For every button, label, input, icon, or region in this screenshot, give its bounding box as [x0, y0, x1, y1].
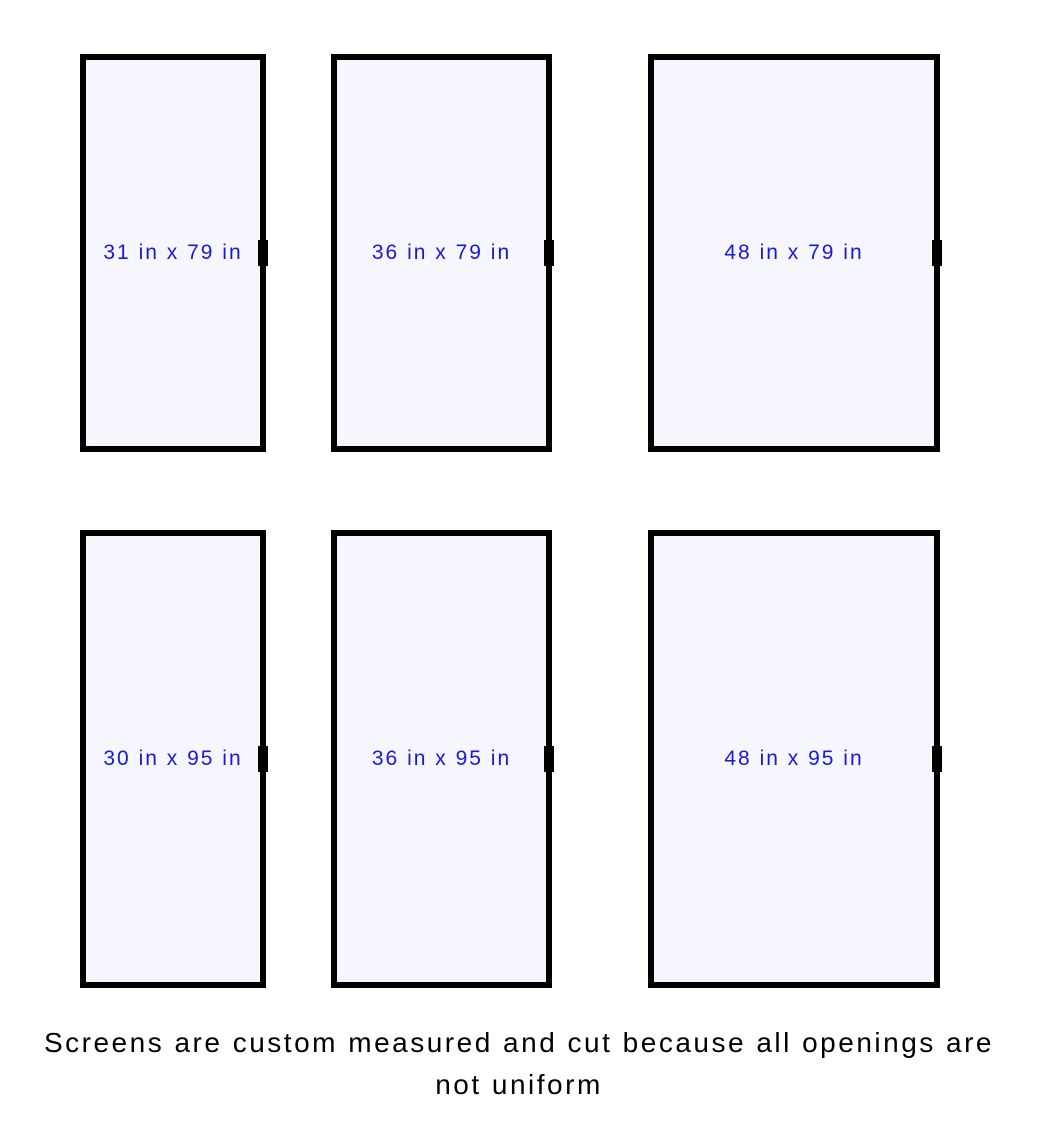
door-panel: 30 in x 95 in: [80, 530, 266, 988]
door-dimension-label: 36 in x 95 in: [372, 747, 511, 771]
door-handle-icon: [932, 240, 942, 266]
door-panel: 36 in x 79 in: [331, 54, 552, 452]
door-handle-icon: [544, 746, 554, 772]
caption-text: Screens are custom measured and cut beca…: [0, 1022, 1038, 1106]
door-panel: 48 in x 79 in: [648, 54, 940, 452]
door-handle-icon: [932, 746, 942, 772]
door-handle-icon: [544, 240, 554, 266]
door-dimension-label: 31 in x 79 in: [103, 241, 242, 265]
door-dimension-label: 48 in x 79 in: [724, 241, 863, 265]
door-panel: 31 in x 79 in: [80, 54, 266, 452]
door-panel: 48 in x 95 in: [648, 530, 940, 988]
door-handle-icon: [258, 240, 268, 266]
door-dimension-label: 48 in x 95 in: [724, 747, 863, 771]
diagram-container: 31 in x 79 in 36 in x 79 in 48 in x 79 i…: [0, 0, 1038, 1127]
door-dimension-label: 30 in x 95 in: [103, 747, 242, 771]
door-handle-icon: [258, 746, 268, 772]
door-dimension-label: 36 in x 79 in: [372, 241, 511, 265]
door-panel: 36 in x 95 in: [331, 530, 552, 988]
